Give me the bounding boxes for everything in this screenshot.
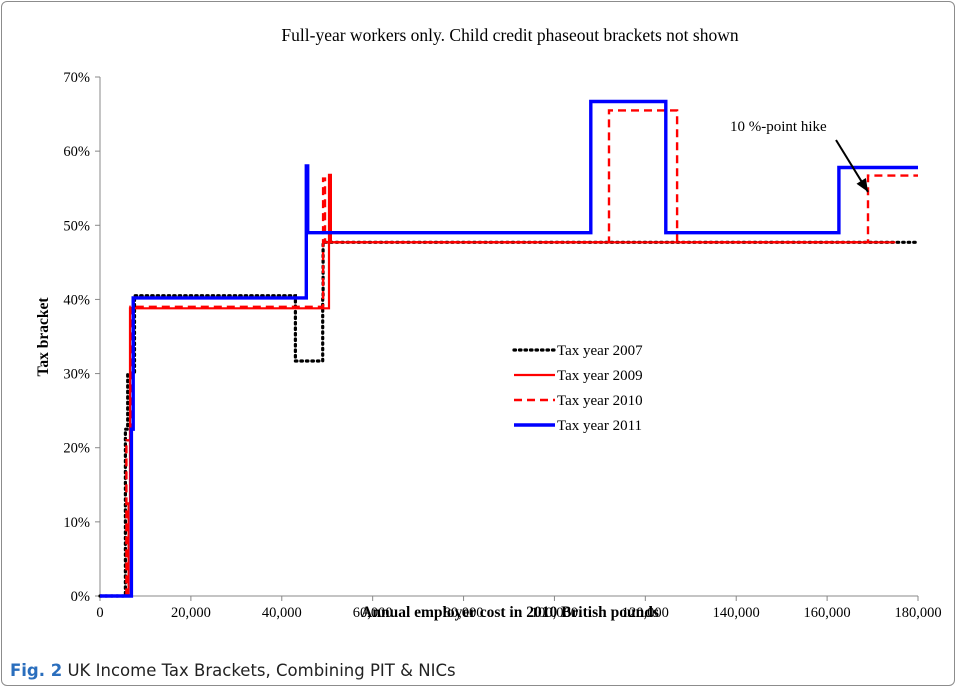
annotation-label: 10 %-point hike	[730, 119, 827, 135]
series-line-2	[100, 173, 896, 598]
x-axis-label: Annual employer cost in 2010 British pou…	[361, 604, 659, 621]
legend: Tax year 2007 Tax year 2009 Tax year 2010 T…	[512, 343, 643, 434]
annotation: 10 %-point hike	[730, 119, 869, 193]
x-tick-label: 40,000	[262, 605, 302, 621]
y-tick-label: 0%	[71, 589, 90, 605]
chart-title: Full-year workers only. Child credit pha…	[281, 25, 738, 45]
x-tick-label: 80,000	[444, 605, 484, 621]
x-tick-label: 120,000	[622, 605, 669, 621]
legend-label: Tax year 2009	[557, 368, 643, 384]
x-tick-label: 180,000	[894, 605, 941, 621]
legend-label: Tax year 2011	[557, 418, 642, 434]
y-tick-label: 40%	[63, 292, 90, 308]
series-line-4	[100, 99, 918, 598]
y-axis-ticks: 0% 10% 20% 30% 40% 50% 60% 70%	[63, 70, 100, 605]
figure-caption: Fig. 2 UK Income Tax Brackets, Combining…	[10, 661, 940, 685]
series-layer	[98, 99, 920, 598]
y-tick-label: 10%	[63, 515, 90, 531]
x-axis-ticks: 0 20,000 40,000 60,000 80,000 100,000 120,000 1…	[96, 596, 942, 621]
y-tick-label: 70%	[63, 70, 90, 86]
caption-text: UK Income Tax Brackets, Combining PIT & …	[67, 661, 456, 680]
x-tick-label: 160,000	[804, 605, 851, 621]
x-tick-label: 60,000	[353, 605, 393, 621]
legend-label: Tax year 2010	[557, 393, 643, 409]
series-line-3	[100, 109, 918, 598]
x-tick-label: 0	[96, 605, 103, 621]
caption-label: Fig. 2	[10, 661, 63, 680]
x-tick-label: 20,000	[171, 605, 211, 621]
y-tick-label: 30%	[63, 367, 90, 383]
legend-label: Tax year 2007	[557, 343, 643, 359]
y-tick-label: 20%	[63, 441, 90, 457]
axes	[99, 77, 918, 597]
series-line-1	[98, 240, 920, 598]
x-tick-label: 100,000	[531, 605, 578, 621]
y-axis-label: Tax bracket	[35, 297, 52, 377]
annotation-arrow-head	[856, 177, 869, 192]
x-tick-label: 140,000	[713, 605, 760, 621]
tax-bracket-chart: Full-year workers only. Child credit pha…	[35, 25, 942, 621]
y-tick-label: 60%	[63, 144, 90, 160]
y-tick-label: 50%	[63, 218, 90, 234]
